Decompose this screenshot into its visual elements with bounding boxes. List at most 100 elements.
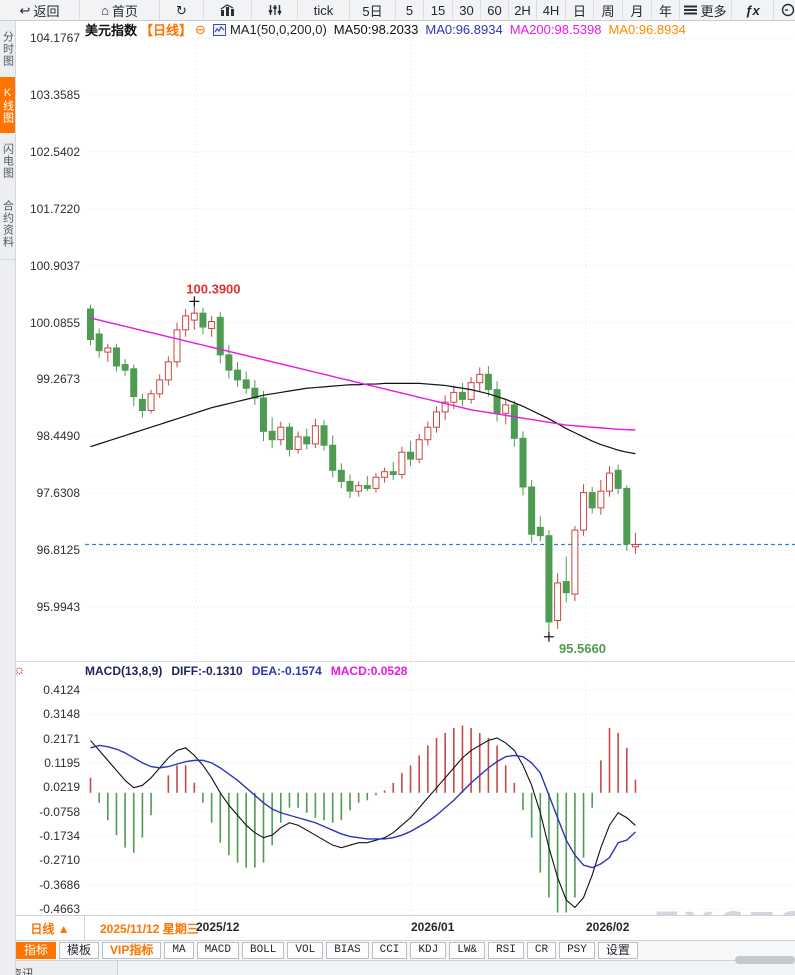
indicator-button-8[interactable]: BIAS (326, 942, 369, 959)
toolbar-button-home[interactable]: ⌂ 首页 (80, 0, 160, 20)
toolbar-button-m15[interactable]: 15 (424, 0, 453, 20)
indicator-button-4[interactable]: MA (164, 942, 194, 959)
toolbar-button-back[interactable]: ↩ 返回 (0, 0, 80, 20)
indicator-button-6[interactable]: BOLL (241, 942, 285, 959)
toolbar-label-day: 日 (572, 3, 586, 19)
toolbar-label-home: 首页 (111, 3, 138, 19)
toolbar-button-m5[interactable]: 5 (396, 0, 424, 20)
sidebar-tab-1[interactable]: 分时图 (0, 21, 15, 78)
toolbar-button-kline[interactable] (204, 0, 252, 20)
toolbar-button-fx[interactable]: ƒx (732, 0, 774, 20)
macd-header: MACD(13,8,9) DIFF:-0.1310 DEA:-0.1574 MA… (85, 663, 407, 679)
price-axis-label: 101.7220 (29, 201, 80, 216)
clock-icon (781, 3, 795, 17)
toolbar-button-m60[interactable]: 60 (481, 0, 509, 20)
toolbar-label-year: 年 (658, 3, 672, 19)
macd-axis-label: -0.1734 (39, 829, 80, 844)
toolbar-label-tick: tick (313, 2, 334, 18)
macd-axis-label: -0.3686 (39, 877, 80, 892)
sidebar-tab-2[interactable]: K线图 (0, 77, 15, 134)
horizontal-scrollbar-thumb[interactable] (735, 956, 795, 964)
toolbar-button-more[interactable]: 更多 (680, 0, 732, 20)
sidebar-tab-4[interactable]: 合约资料 (0, 189, 15, 260)
toolbar-button-refresh[interactable]: ↻ (160, 0, 204, 20)
indicator-toolbar: 指标 模板 VIP指标 MA MACD BOLL VOL BIAS CCI KDJ LW& RSI CR… (16, 940, 795, 960)
toolbar-button-m30[interactable]: 30 (453, 0, 481, 20)
collapse-icon[interactable]: ⊖ (195, 21, 206, 37)
toolbar-button-year[interactable]: 年 (652, 0, 680, 20)
indicator-button-7[interactable]: VOL (287, 942, 324, 959)
chart-type-sidebar: 分时图 K线图 闪电图 合约资料 (0, 21, 16, 975)
symbol-name: 美元指数 (85, 23, 138, 38)
indicator-button-5[interactable]: MACD (196, 942, 239, 959)
ma0-orange-value: MA0:96.8934 (608, 22, 686, 37)
macd-diff-value: DIFF:-0.1310 (171, 664, 243, 678)
toolbar-button-5d[interactable]: 5日 (350, 0, 396, 20)
toolbar-label-5d: 5日 (362, 3, 383, 19)
menu-icon (684, 5, 698, 15)
bottom-tab-row: 资讯 (0, 960, 795, 975)
crosshair-date-label: 2025/11/12 星期三 (100, 922, 199, 936)
ma200-value: MA200:98.5398 (509, 22, 602, 37)
macd-dea-value: DEA:-0.1574 (251, 664, 322, 678)
macd-chart[interactable] (85, 682, 795, 915)
toolbar-button-day[interactable]: 日 (566, 0, 594, 20)
indicator-button-9[interactable]: CCI (371, 942, 408, 959)
toolbar-button-tick[interactable]: tick (298, 0, 350, 20)
macd-axis-label: 0.4124 (43, 683, 80, 697)
back-arrow-icon: ↩ (19, 2, 31, 18)
refresh-icon: ↻ (176, 2, 187, 18)
price-axis-label: 103.3585 (29, 87, 80, 102)
x-axis-label-3: 2026/02 (586, 920, 630, 934)
low-price-annotation: 95.5660 (559, 641, 606, 656)
toolbar-label-h4: 4H (542, 2, 560, 18)
toolbar-button-clock[interactable] (774, 0, 795, 20)
toolbar-label-m15: 15 (430, 2, 446, 18)
toolbar-button-h4[interactable]: 4H (537, 0, 566, 20)
price-axis-label: 100.9037 (29, 258, 80, 273)
main-price-chart[interactable]: 100.3900 95.5660 (85, 32, 795, 666)
indicator-button-2[interactable]: 模板 (59, 942, 100, 959)
indicator-button-1[interactable]: 指标 (16, 942, 57, 959)
indicator-button-15[interactable]: 设置 (597, 942, 638, 959)
x-axis-label-2: 2026/01 (411, 920, 455, 934)
macd-axis-label: 0.1195 (44, 756, 80, 771)
period-label: 【日线】 (140, 23, 193, 38)
indicator-button-14[interactable]: PSY (559, 942, 595, 959)
macd-macd-value: MACD:0.0528 (330, 664, 408, 678)
price-axis-label: 100.0855 (29, 315, 80, 330)
price-axis-label: 98.4490 (36, 429, 80, 444)
macd-axis-label: 0.3148 (43, 707, 80, 722)
news-tab[interactable]: 资讯 (0, 961, 118, 975)
toolbar-label-m60: 60 (487, 2, 502, 18)
macd-axis-label: -0.0758 (39, 804, 80, 819)
sliders-icon (268, 5, 281, 15)
price-axis-label: 102.5402 (29, 144, 80, 159)
toolbar-label-back: 返回 (33, 3, 60, 19)
sidebar-tab-3[interactable]: 闪电图 (0, 133, 15, 190)
top-toolbar: ↩ 返回 ⌂ 首页 ↻ tick 5日 5 15 30 60 2H 4H 日周月年更多 ƒx (0, 0, 795, 21)
macd-axis-label: 0.0219 (43, 780, 80, 795)
ma-settings-label: MA1(50,0,200,0) (229, 22, 327, 37)
toolbar-button-indicator[interactable] (252, 0, 298, 20)
panel-separator (16, 661, 795, 662)
indicator-button-11[interactable]: LW& (449, 942, 486, 959)
indicator-button-10[interactable]: KDJ (410, 942, 447, 959)
toolbar-button-week[interactable]: 周 (594, 0, 623, 20)
toolbar-button-month[interactable]: 月 (623, 0, 652, 20)
indicator-settings-icon[interactable]: ☼ (13, 661, 26, 677)
ma-line-icon (212, 23, 226, 36)
indicator-button-12[interactable]: RSI (488, 942, 524, 959)
indicator-button-13[interactable]: CR (526, 942, 557, 959)
home-icon: ⌂ (101, 2, 109, 18)
price-axis-label: 97.6308 (36, 486, 80, 501)
toolbar-label-month: 月 (630, 3, 644, 19)
macd-axis-label: -0.2710 (39, 853, 80, 868)
toolbar-button-h2[interactable]: 2H (509, 0, 537, 20)
toolbar-label-fx: ƒx (745, 2, 760, 18)
indicator-button-3[interactable]: VIP指标 (102, 942, 162, 959)
macd-params: MACD(13,8,9) (85, 664, 163, 678)
period-selector-button[interactable]: 日线 ▲ (16, 916, 85, 940)
price-axis-label: 96.8125 (36, 543, 80, 558)
